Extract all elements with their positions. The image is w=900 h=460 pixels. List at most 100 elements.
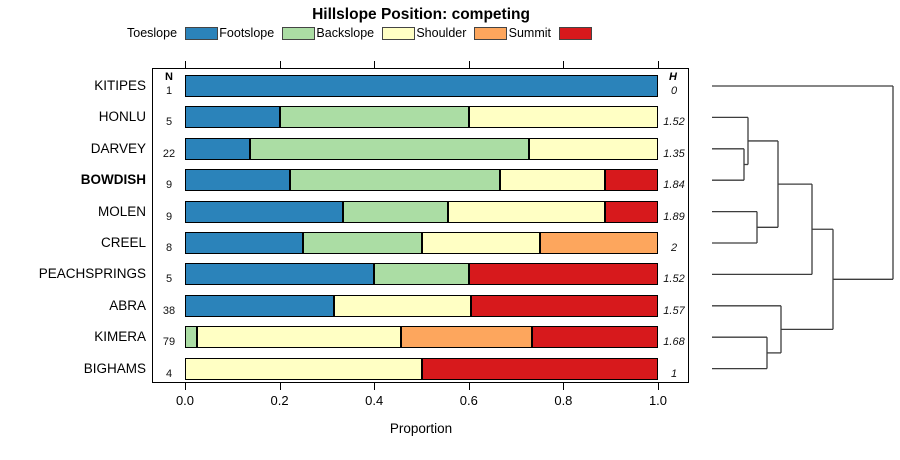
top-tick	[658, 61, 659, 68]
bar-segment-backslope	[197, 326, 401, 349]
n-value: 38	[162, 304, 176, 317]
plot-frame	[152, 68, 689, 383]
stacked-bar-abra	[185, 294, 658, 317]
bottom-tick	[468, 383, 470, 390]
bar-segment-backslope	[469, 106, 658, 129]
n-value: 4	[165, 367, 173, 380]
bottom-tick	[563, 383, 565, 390]
top-tick	[374, 61, 376, 68]
h-value: 1.52	[663, 273, 685, 286]
bar-segment-summit	[532, 326, 658, 349]
bar-segment-backslope	[500, 169, 605, 192]
row-label-bowdish: BOWDISH	[80, 172, 146, 188]
x-tick-label: 0.0	[175, 393, 195, 408]
row-label-darvey: DARVEY	[90, 140, 146, 156]
bar-segment-toeslope	[185, 137, 250, 160]
bar-segment-footslope	[280, 106, 469, 129]
n-value: 5	[165, 116, 173, 129]
bar-segment-toeslope	[185, 263, 374, 286]
stacked-bar-kimera	[185, 326, 658, 349]
bar-segment-toeslope	[185, 169, 290, 192]
bar-segment-toeslope	[185, 75, 658, 97]
h-value: 0	[670, 85, 678, 97]
row-label-creel: CREEL	[100, 235, 146, 250]
h-value: 1.68	[663, 336, 685, 349]
x-tick-label: 1.0	[648, 393, 668, 408]
bar-segment-backslope	[529, 137, 658, 160]
bottom-tick	[185, 383, 186, 390]
bar-segment-toeslope	[185, 294, 334, 317]
bar-segment-backslope	[334, 294, 471, 317]
top-tick	[185, 61, 186, 68]
legend-item-footslope: Footslope	[219, 26, 316, 40]
chart-title: Hillslope Position: competing	[312, 6, 530, 23]
legend-label: Summit	[508, 26, 551, 40]
bar-segment-summit	[469, 263, 658, 286]
legend-swatch	[382, 26, 416, 40]
row-label-peachsprings: PEACHSPRINGS	[38, 266, 146, 282]
legend-swatch	[474, 26, 508, 40]
legend-item-toeslope: Toeslope	[127, 26, 219, 40]
bar-segment-toeslope	[185, 232, 303, 254]
row-label-honlu: HONLU	[98, 109, 146, 125]
bar-segment-footslope	[185, 326, 197, 349]
top-tick	[468, 61, 470, 68]
bar-segment-summit	[605, 200, 658, 223]
bottom-tick	[374, 383, 376, 390]
bar-segment-shoulder	[401, 326, 532, 349]
bar-segment-summit	[471, 294, 658, 317]
top-tick	[563, 61, 565, 68]
stacked-bar-creel	[185, 232, 658, 254]
stacked-bar-bighams	[185, 357, 658, 380]
h-value: 1.52	[663, 116, 685, 129]
n-column-header: N	[165, 71, 173, 83]
bar-segment-footslope	[250, 137, 529, 160]
stacked-bar-honlu	[185, 106, 658, 129]
bar-segment-footslope	[290, 169, 500, 192]
legend-label: Backslope	[316, 26, 375, 40]
bar-segment-footslope	[374, 263, 469, 286]
row-label-molen: MOLEN	[97, 203, 146, 219]
n-value: 9	[165, 210, 173, 223]
h-value: 2	[670, 242, 678, 254]
bar-segment-toeslope	[185, 200, 343, 223]
bar-segment-summit	[422, 357, 658, 380]
bar-segment-backslope	[422, 232, 540, 254]
h-value: 1.35	[663, 147, 685, 160]
bar-segment-backslope	[448, 200, 605, 223]
bar-segment-backslope	[185, 357, 422, 380]
stacked-bar-kitipes	[185, 75, 658, 97]
legend-swatch	[185, 26, 219, 40]
row-label-kimera: KIMERA	[94, 329, 146, 345]
legend-label: Footslope	[219, 26, 275, 40]
row-label-kitipes: KITIPES	[94, 78, 146, 93]
h-value: 1.57	[663, 304, 685, 317]
n-value: 5	[165, 273, 173, 286]
legend-swatch	[282, 26, 316, 40]
legend-label: Toeslope	[127, 26, 178, 40]
n-value: 9	[165, 179, 173, 192]
h-value: 1.89	[663, 210, 685, 223]
bar-segment-footslope	[303, 232, 422, 254]
stacked-bar-darvey	[185, 137, 658, 160]
legend: Toeslope Footslope Backslope Shoulder Summit	[127, 25, 592, 41]
n-value: 8	[165, 242, 173, 254]
bar-segment-summit	[605, 169, 658, 192]
n-value: 79	[162, 336, 176, 349]
bar-segment-footslope	[343, 200, 448, 223]
stacked-bar-peachsprings	[185, 263, 658, 286]
legend-item-backslope: Backslope	[316, 26, 416, 40]
x-tick-label: 0.6	[459, 393, 478, 408]
x-axis-title: Proportion	[389, 421, 453, 436]
bar-segment-toeslope	[185, 106, 280, 129]
row-label-bighams: BIGHAMS	[83, 360, 146, 376]
legend-item-shoulder: Shoulder	[416, 26, 508, 40]
bottom-tick	[279, 383, 281, 390]
x-tick-label: 0.2	[270, 393, 289, 408]
row-label-abra: ABRA	[109, 297, 146, 313]
legend-label: Shoulder	[416, 26, 467, 40]
bar-segment-shoulder	[540, 232, 658, 254]
h-value: 1.84	[663, 179, 685, 192]
stacked-bar-bowdish	[185, 169, 658, 192]
